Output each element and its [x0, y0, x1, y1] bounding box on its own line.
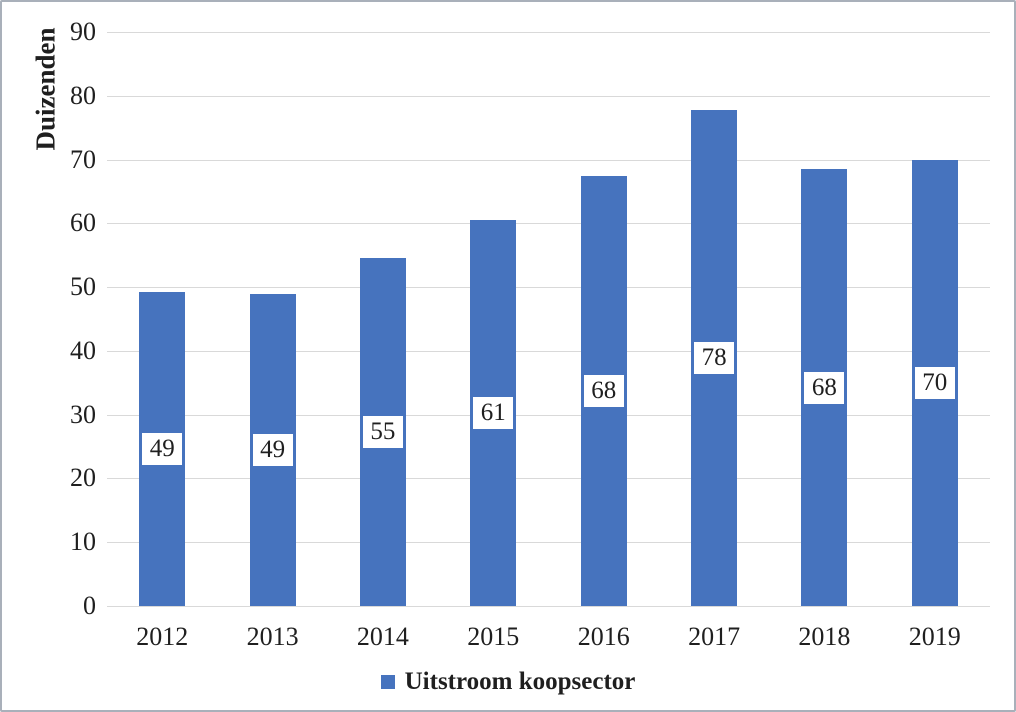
- bar-2018: 68: [801, 169, 848, 606]
- bar-value-label-2017: 78: [694, 341, 735, 374]
- gridline-40: [107, 350, 990, 352]
- bar-2016: 68: [580, 175, 627, 606]
- bar-value-label-2019: 70: [914, 366, 955, 399]
- legend: Uitstroom koopsector: [2, 668, 1014, 696]
- y-axis-tick-label-20: 20: [70, 463, 96, 493]
- y-axis-tick-label-30: 30: [70, 399, 96, 429]
- bar-value-label-2016: 68: [583, 374, 624, 407]
- y-axis-tick-label-10: 10: [70, 527, 96, 557]
- gridline-30: [107, 414, 990, 416]
- x-axis-tick-label-2015: 2015: [467, 622, 520, 651]
- bar-2013: 49: [249, 293, 296, 606]
- x-axis-tick-label-2018: 2018: [798, 622, 851, 651]
- x-axis-tick-label-2016: 2016: [577, 622, 630, 651]
- legend-label: Uitstroom koopsector: [404, 668, 636, 695]
- bar-value-label-2018: 68: [804, 371, 845, 404]
- x-axis-tick-label-2019: 2019: [908, 622, 961, 651]
- bar-2015: 61: [470, 219, 517, 606]
- gridline-50: [107, 287, 990, 289]
- gridline-20: [107, 478, 990, 480]
- x-axis-tick-label-2012: 2012: [136, 622, 189, 651]
- plot-area: 49 49 55 61 68 78 68 70: [107, 32, 990, 607]
- y-axis-tick-label-40: 40: [70, 335, 96, 365]
- gridline-60: [107, 223, 990, 225]
- legend-swatch-icon: [380, 675, 395, 689]
- gridline-0: [107, 606, 990, 607]
- bar-value-label-2012: 49: [142, 432, 183, 465]
- bar-2012: 49: [139, 291, 186, 606]
- gridline-90: [107, 32, 990, 33]
- y-axis-tick-label-60: 60: [70, 208, 96, 238]
- y-axis-tick-label-0: 0: [83, 591, 96, 620]
- gridline-70: [107, 159, 990, 161]
- x-axis-tick-label-2013: 2013: [246, 622, 299, 651]
- bar-value-label-2015: 61: [473, 396, 514, 429]
- y-axis-tick-label-80: 80: [70, 80, 96, 110]
- bar-2019: 70: [911, 159, 958, 606]
- bar-value-label-2014: 55: [362, 416, 403, 449]
- x-axis-tick-label-2014: 2014: [356, 622, 409, 651]
- gridline-80: [107, 95, 990, 97]
- x-axis-tick-label-2017: 2017: [688, 622, 741, 651]
- y-axis-tick-label-90: 90: [70, 17, 96, 46]
- y-axis-tick-label-70: 70: [70, 144, 96, 174]
- gridline-10: [107, 542, 990, 544]
- bar-2017: 78: [691, 109, 738, 606]
- bar-2014: 55: [359, 258, 406, 606]
- bar-value-label-2013: 49: [252, 433, 293, 466]
- y-axis-tick-label-50: 50: [70, 272, 96, 302]
